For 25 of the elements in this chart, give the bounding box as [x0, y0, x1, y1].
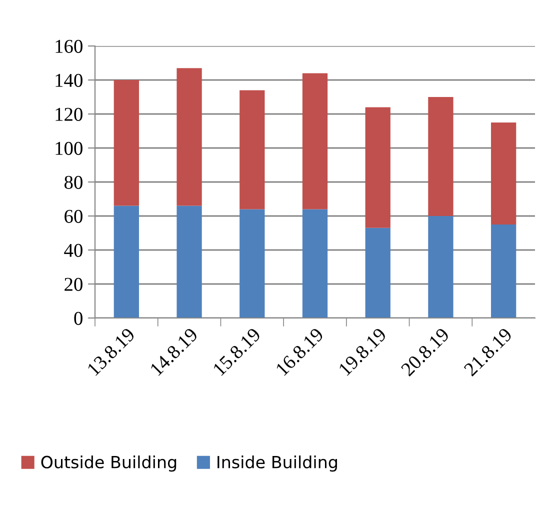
bar: [365, 228, 390, 318]
bar: [240, 90, 265, 210]
bar: [428, 97, 454, 216]
y-tick-label: 40: [64, 244, 82, 257]
bar: [302, 73, 328, 210]
bar: [176, 206, 202, 318]
y-tick-label: 140: [56, 74, 82, 87]
bar: [365, 107, 390, 228]
bar: [240, 209, 265, 318]
y-tick-label: 0: [74, 312, 82, 325]
bar: [428, 216, 454, 318]
y-tick-label: 20: [64, 278, 82, 291]
bar: [491, 224, 516, 318]
bar: [176, 68, 202, 206]
bar: [302, 209, 328, 318]
y-tick-label: 100: [56, 142, 82, 155]
y-tick-label: 80: [64, 176, 82, 189]
y-tick-label: 160: [56, 40, 82, 53]
legend-label: Outside Building: [41, 456, 176, 472]
bar: [491, 122, 516, 224]
y-tick-label: 120: [56, 108, 82, 121]
legend-label: Inside Building: [218, 456, 337, 472]
bar: [114, 80, 139, 206]
y-tick-label: 60: [64, 210, 82, 223]
bar: [114, 206, 139, 318]
